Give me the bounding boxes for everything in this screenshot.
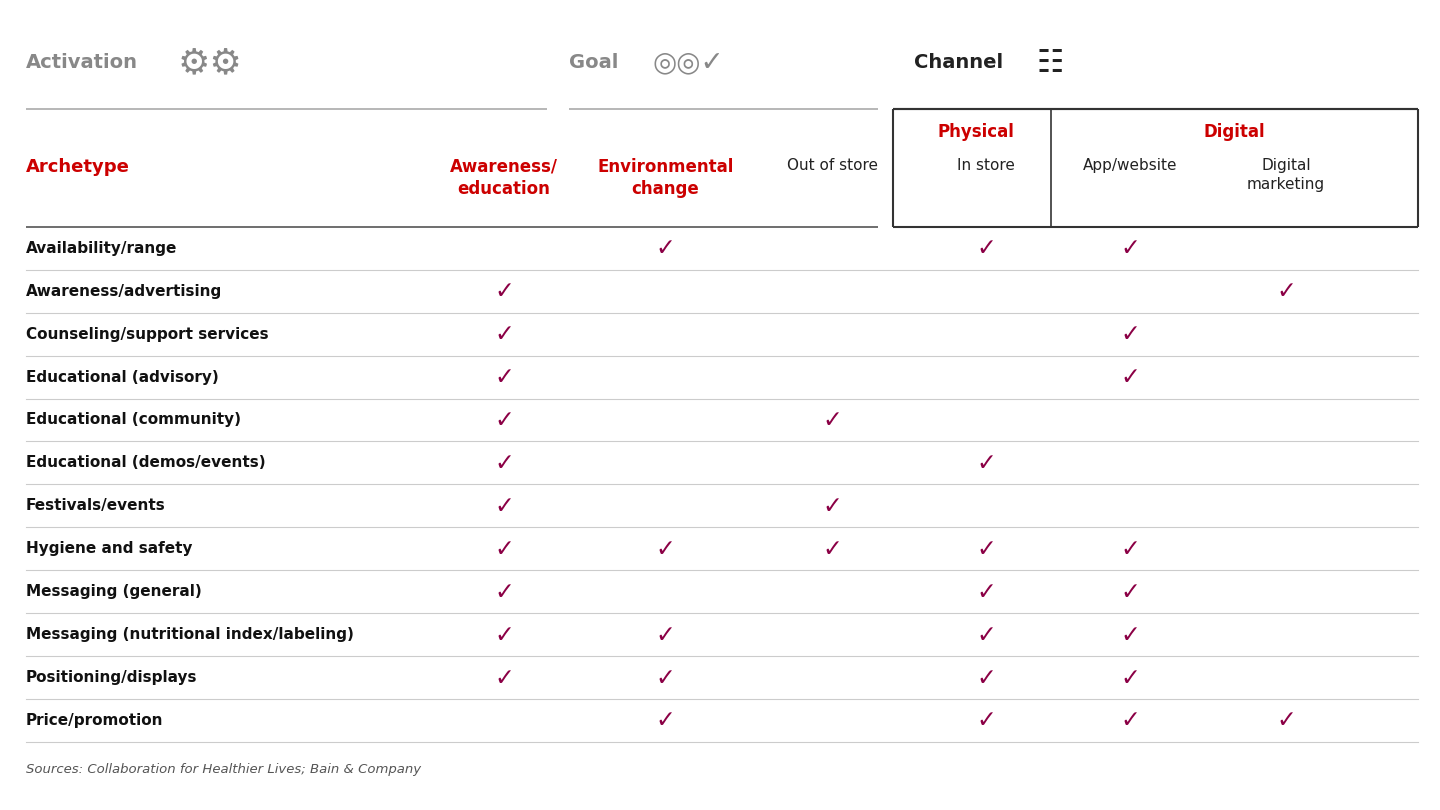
- Text: Goal: Goal: [569, 53, 618, 71]
- Text: Educational (advisory): Educational (advisory): [26, 369, 219, 385]
- Text: Activation: Activation: [26, 53, 138, 71]
- Text: Availability/range: Availability/range: [26, 241, 177, 256]
- Text: Educational (community): Educational (community): [26, 412, 240, 428]
- Text: ✓: ✓: [976, 580, 996, 603]
- Text: ✓: ✓: [494, 279, 514, 303]
- Text: Archetype: Archetype: [26, 158, 130, 176]
- Text: ✓: ✓: [494, 322, 514, 346]
- Text: App/website: App/website: [1083, 158, 1178, 173]
- Text: ✓: ✓: [1120, 580, 1140, 603]
- Text: ✓: ✓: [976, 623, 996, 646]
- Text: ✓: ✓: [655, 709, 675, 732]
- Text: ✓: ✓: [655, 666, 675, 689]
- Text: ✓: ✓: [494, 451, 514, 475]
- Text: ✓: ✓: [494, 537, 514, 561]
- Text: ✓: ✓: [976, 237, 996, 260]
- Text: ✓: ✓: [494, 365, 514, 389]
- Text: ✓: ✓: [494, 494, 514, 518]
- Text: Hygiene and safety: Hygiene and safety: [26, 541, 193, 556]
- Text: Positioning/displays: Positioning/displays: [26, 670, 197, 685]
- Text: Counseling/support services: Counseling/support services: [26, 326, 268, 342]
- Text: Messaging (nutritional index/labeling): Messaging (nutritional index/labeling): [26, 627, 354, 642]
- Text: Digital: Digital: [1204, 123, 1266, 141]
- Text: In store: In store: [958, 158, 1015, 173]
- Text: ⚙⚙: ⚙⚙: [177, 46, 242, 80]
- Text: ✓: ✓: [976, 537, 996, 561]
- Text: Channel: Channel: [914, 53, 1004, 71]
- Text: ✓: ✓: [1120, 537, 1140, 561]
- Text: ✓: ✓: [1120, 623, 1140, 646]
- Text: ✓: ✓: [494, 666, 514, 689]
- Text: ✓: ✓: [822, 408, 842, 432]
- Text: ✓: ✓: [494, 623, 514, 646]
- Text: ✓: ✓: [494, 408, 514, 432]
- Text: Sources: Collaboration for Healthier Lives; Bain & Company: Sources: Collaboration for Healthier Liv…: [26, 763, 420, 776]
- Text: ✓: ✓: [1276, 279, 1296, 303]
- Text: ✓: ✓: [1120, 666, 1140, 689]
- Text: ✓: ✓: [822, 494, 842, 518]
- Text: ✓: ✓: [976, 666, 996, 689]
- Text: ✓: ✓: [494, 580, 514, 603]
- Text: ✓: ✓: [655, 537, 675, 561]
- Text: ◎◎✓: ◎◎✓: [652, 49, 724, 77]
- Text: Festivals/events: Festivals/events: [26, 498, 166, 514]
- Text: Price/promotion: Price/promotion: [26, 713, 163, 728]
- Text: ✓: ✓: [655, 623, 675, 646]
- Text: ✓: ✓: [822, 537, 842, 561]
- Text: ✓: ✓: [976, 451, 996, 475]
- Text: ✓: ✓: [1120, 365, 1140, 389]
- Text: ✓: ✓: [1120, 237, 1140, 260]
- Text: Environmental
change: Environmental change: [598, 158, 733, 198]
- Text: Awareness/advertising: Awareness/advertising: [26, 284, 222, 299]
- Text: ✓: ✓: [1276, 709, 1296, 732]
- Text: ✓: ✓: [655, 237, 675, 260]
- Text: ✓: ✓: [1120, 322, 1140, 346]
- Text: Messaging (general): Messaging (general): [26, 584, 202, 599]
- Text: ✓: ✓: [976, 709, 996, 732]
- Text: Out of store: Out of store: [786, 158, 878, 173]
- Text: Physical: Physical: [937, 123, 1014, 141]
- Text: ☷: ☷: [1037, 49, 1064, 79]
- Text: Educational (demos/events): Educational (demos/events): [26, 455, 265, 471]
- Text: Awareness/
education: Awareness/ education: [449, 158, 559, 198]
- Text: ✓: ✓: [1120, 709, 1140, 732]
- Text: Digital
marketing: Digital marketing: [1247, 158, 1325, 191]
